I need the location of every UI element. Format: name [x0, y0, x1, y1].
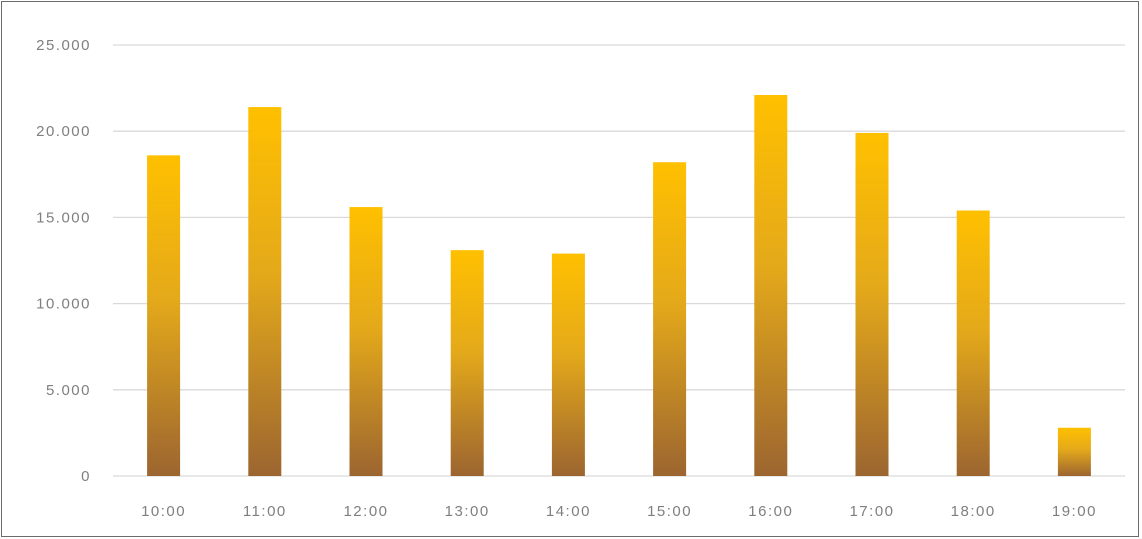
x-tick-label: 10:00 — [141, 503, 186, 520]
x-tick-label: 15:00 — [647, 503, 692, 520]
y-tick-label: 5.000 — [46, 382, 91, 399]
y-tick-label: 0 — [81, 468, 91, 485]
x-tick-label: 12:00 — [343, 503, 388, 520]
x-tick-label: 16:00 — [748, 503, 793, 520]
x-tick-label: 13:00 — [445, 503, 490, 520]
y-tick-label: 15.000 — [36, 209, 91, 226]
x-tick-label: 17:00 — [849, 503, 894, 520]
x-axis-ticks: 10:00 11:00 12:00 13:00 14:00 15:00 16:00 17:00… — [141, 503, 1097, 520]
bar-1000 — [147, 155, 181, 476]
y-axis-ticks: 0 5.000 10.000 15.000 20.000 25.000 — [36, 37, 91, 485]
gridlines — [113, 44, 1125, 477]
y-tick-label: 25.000 — [36, 37, 91, 54]
bars — [147, 94, 1091, 477]
bar-1400 — [551, 253, 585, 476]
x-tick-label: 18:00 — [951, 503, 996, 520]
bar-1200 — [349, 207, 383, 476]
bar-1800 — [956, 210, 990, 476]
x-tick-label: 14:00 — [546, 503, 591, 520]
bar-1900 — [1057, 427, 1091, 476]
x-tick-label: 19:00 — [1052, 503, 1097, 520]
bar-1300 — [450, 250, 484, 476]
y-tick-label: 10.000 — [36, 296, 91, 313]
bar-1600 — [754, 94, 788, 476]
bar-1500 — [653, 162, 687, 476]
x-tick-label: 11:00 — [243, 503, 287, 520]
bar-1700 — [855, 132, 889, 476]
y-tick-label: 20.000 — [36, 123, 91, 140]
bar-1100 — [248, 107, 282, 477]
